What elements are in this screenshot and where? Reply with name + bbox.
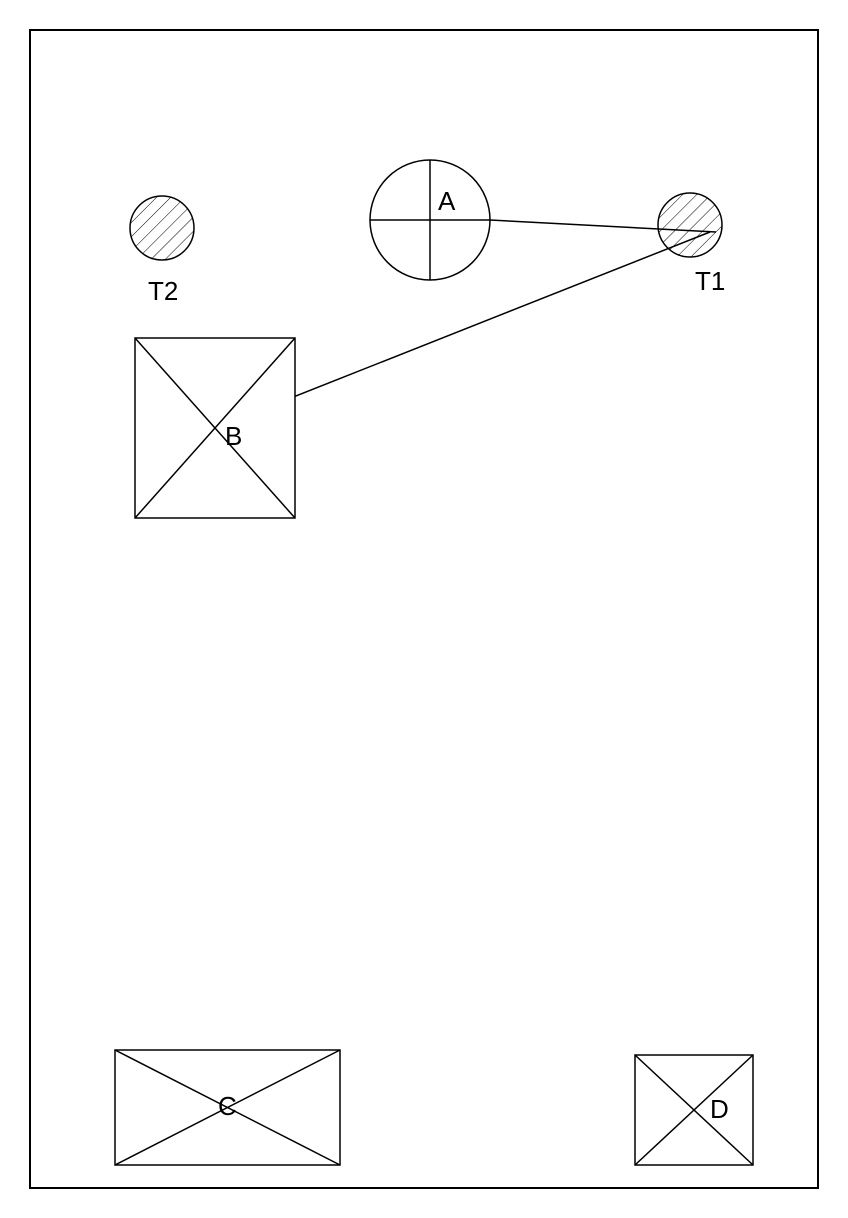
label-a: A	[438, 186, 456, 216]
node-d: D	[635, 1055, 753, 1165]
label-t2: T2	[148, 276, 178, 306]
node-t1: T1	[658, 193, 725, 296]
node-b: B	[135, 338, 295, 518]
label-b: B	[225, 421, 242, 451]
label-c: C	[218, 1091, 237, 1121]
node-c: C	[115, 1050, 340, 1165]
label-t1: T1	[695, 266, 725, 296]
node-a: A	[370, 160, 490, 280]
node-t2: T2	[130, 196, 194, 306]
label-d: D	[710, 1094, 729, 1124]
